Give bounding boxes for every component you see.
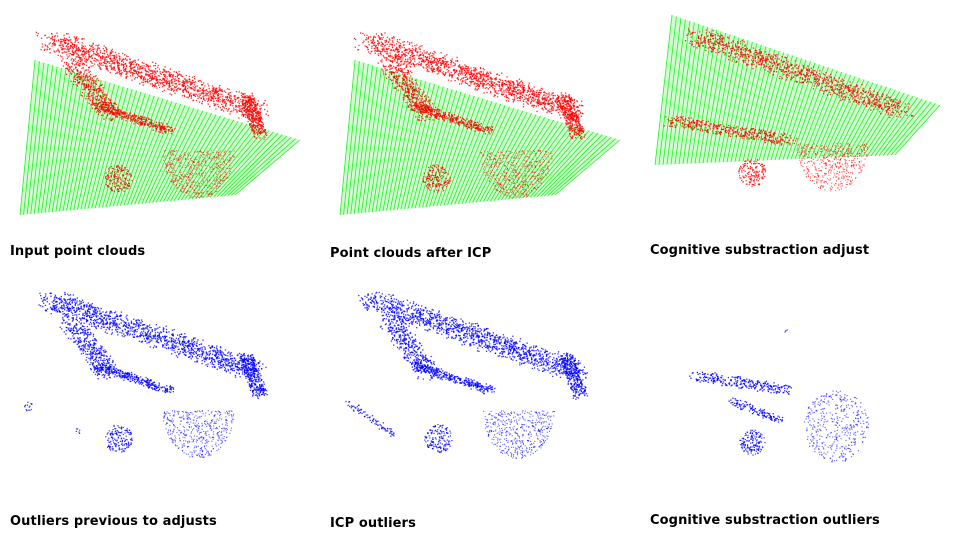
outliers-previous-render [24, 291, 268, 459]
panel-input-point-clouds: Input point clouds [0, 0, 320, 270]
caption-cognitive-substraction-outliers: Cognitive substraction outliers [650, 513, 880, 528]
after-icp-render [339, 32, 621, 216]
panel-outliers-previous-to-adjusts: Outliers previous to adjusts [0, 270, 320, 540]
caption-input-point-clouds: Input point clouds [10, 244, 146, 259]
panel-icp-outliers: ICP outliers [320, 270, 640, 540]
panel-cognitive-substraction-adjust: Cognitive substraction adjust [640, 0, 960, 270]
caption-cognitive-substraction-adjust: Cognitive substraction adjust [650, 243, 870, 258]
cognitive-adjust-render [654, 14, 941, 192]
icp-outliers-render [345, 291, 589, 459]
panel-cognitive-substraction-outliers: Cognitive substraction outliers [640, 270, 960, 540]
cognitive-outliers-render [689, 329, 870, 463]
caption-point-clouds-after-icp: Point clouds after ICP [330, 246, 492, 261]
panel-point-clouds-after-icp: Point clouds after ICP [320, 0, 640, 270]
input-point-clouds-render [19, 31, 301, 216]
caption-icp-outliers: ICP outliers [330, 516, 416, 531]
caption-outliers-previous-to-adjusts: Outliers previous to adjusts [10, 514, 217, 529]
